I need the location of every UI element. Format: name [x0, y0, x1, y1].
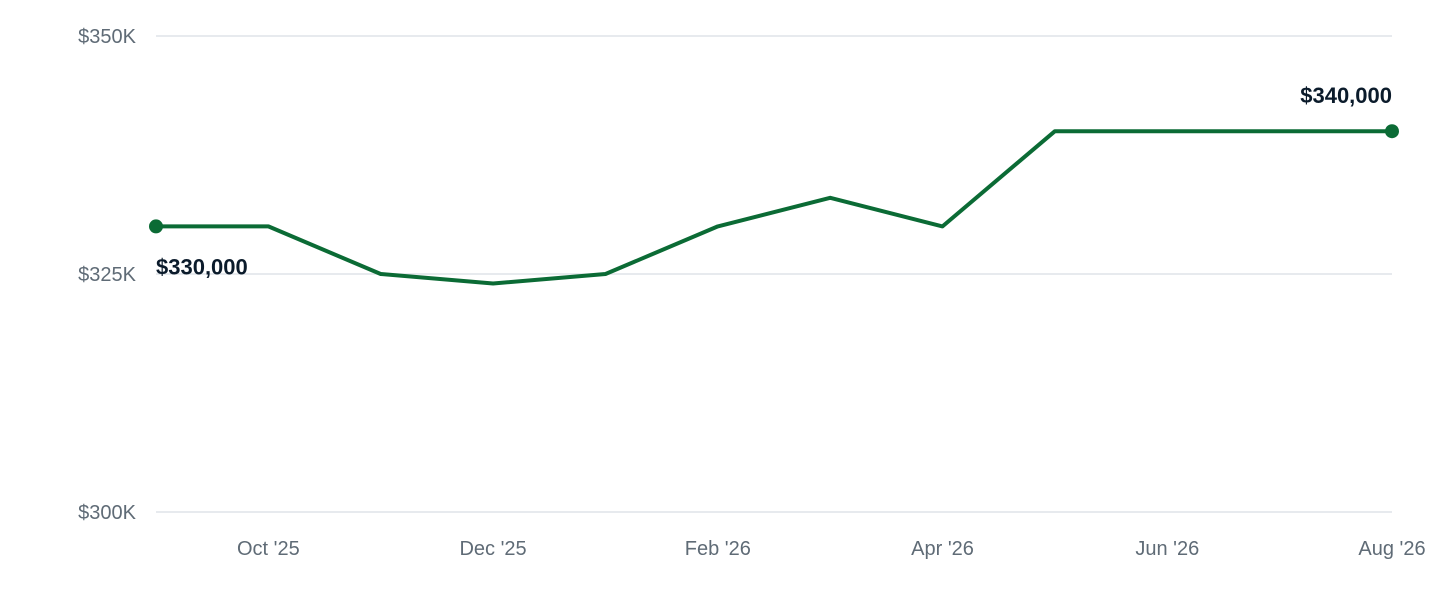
y-tick-label: $300K: [78, 502, 136, 524]
data-point-marker: [149, 219, 163, 234]
data-label: $340,000: [1300, 83, 1392, 108]
data-label: $330,000: [156, 254, 248, 279]
y-axis-tick-labels: $350K $325K $300K: [78, 26, 136, 524]
x-tick-label: Aug '26: [1358, 538, 1425, 560]
series-line: [154, 129, 1394, 286]
y-tick-label: $350K: [78, 26, 136, 48]
data-labels: $330,000 $340,000: [156, 83, 1392, 279]
endpoint-markers: [149, 124, 1399, 234]
x-tick-label: Oct '25: [237, 538, 300, 560]
x-tick-label: Jun '26: [1135, 538, 1199, 560]
data-point-marker: [1385, 124, 1399, 139]
gridlines: [156, 35, 1392, 513]
x-tick-label: Apr '26: [911, 538, 974, 560]
y-tick-label: $325K: [78, 264, 136, 286]
x-tick-label: Feb '26: [685, 538, 751, 560]
series-line-group: [154, 129, 1394, 286]
x-tick-label: Dec '25: [459, 538, 526, 560]
x-axis-tick-labels: Oct '25 Dec '25 Feb '26 Apr '26 Jun '26 Aug '…: [237, 538, 1426, 560]
